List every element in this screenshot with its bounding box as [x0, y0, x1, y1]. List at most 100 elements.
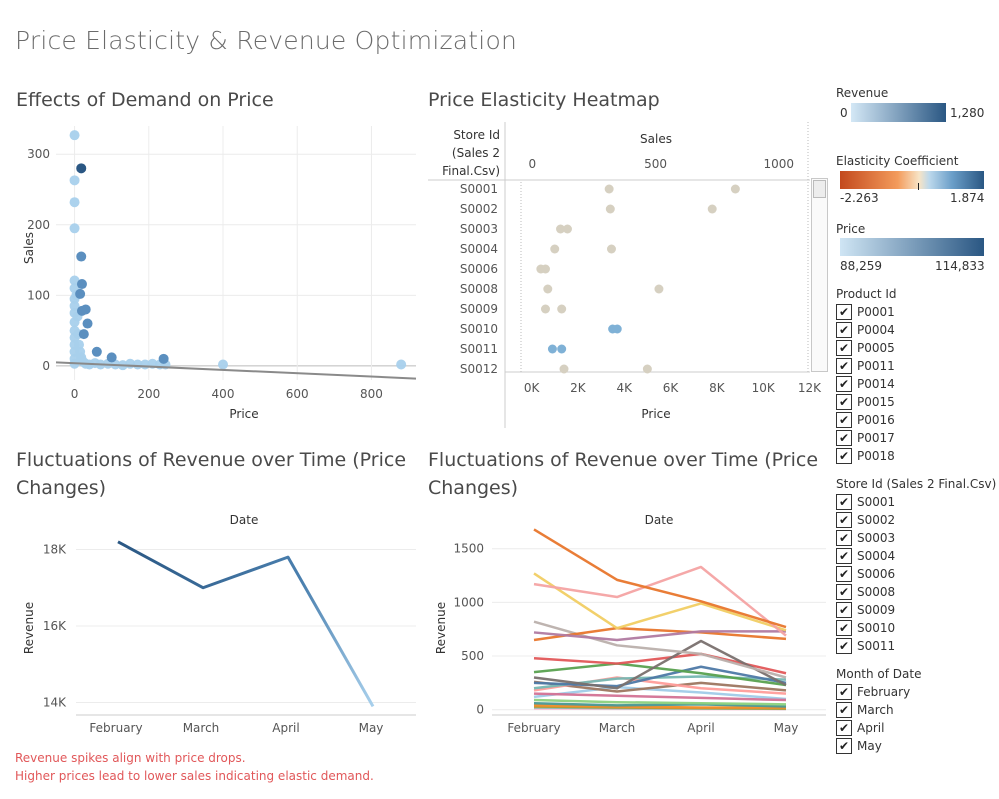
price-legend-title: Price — [836, 222, 866, 236]
revenue-right-series-line — [533, 528, 787, 629]
checkbox-checked-icon[interactable]: ✔ — [836, 684, 852, 700]
scatter-point — [69, 197, 80, 208]
checkbox-checked-icon[interactable]: ✔ — [836, 720, 852, 736]
revenue-right-series-line — [533, 665, 787, 688]
store-filter-label: S0010 — [857, 621, 896, 635]
heatmap-point — [606, 244, 616, 254]
revenue-total-line-chart[interactable]: Date 14K 16K 18K February March April May Rev… — [16, 508, 420, 744]
checkbox-checked-icon[interactable]: ✔ — [836, 340, 852, 356]
heatmap-point — [540, 264, 550, 274]
heatmap-point — [730, 184, 740, 194]
scatter-points — [69, 130, 407, 371]
store-filter-title: Store Id (Sales 2 Final.Csv) — [836, 477, 997, 491]
month-filter-item[interactable]: ✔ April — [836, 719, 910, 737]
checkbox-checked-icon[interactable]: ✔ — [836, 584, 852, 600]
scatter-point — [158, 353, 169, 364]
store-filter-item[interactable]: ✔ S0010 — [836, 619, 895, 637]
heatmap-bottom-tick: 6K — [663, 381, 680, 395]
scatter-x-tick: 400 — [212, 387, 235, 401]
product-filter-list[interactable]: ✔ P0001 ✔ P0004 ✔ P0005 ✔ P0011 ✔ P0014 ✔ P0015 ✔ P00… — [836, 303, 895, 465]
demand-scatter-chart[interactable]: 0 200 400 600 800 0 100 200 300 Price Sales — [16, 118, 420, 430]
revenue-right-title-line1: Fluctuations of Revenue over Time (Price — [428, 449, 819, 471]
heatmap-row-label: S0012 — [460, 362, 498, 376]
store-filter-list[interactable]: ✔ S0001 ✔ S0002 ✔ S0003 ✔ S0004 ✔ S0006 ✔ S0008 ✔ S00… — [836, 493, 895, 655]
checkbox-checked-icon[interactable]: ✔ — [836, 548, 852, 564]
heatmap-point — [605, 204, 615, 214]
revenue-right-x-tick: March — [599, 721, 636, 735]
store-filter-item[interactable]: ✔ S0011 — [836, 637, 895, 655]
checkbox-checked-icon[interactable]: ✔ — [836, 304, 852, 320]
heatmap-point — [604, 184, 614, 194]
checkbox-checked-icon[interactable]: ✔ — [836, 566, 852, 582]
revenue-right-x-tick: May — [774, 721, 799, 735]
checkbox-checked-icon[interactable]: ✔ — [836, 702, 852, 718]
store-filter-item[interactable]: ✔ S0009 — [836, 601, 895, 619]
checkbox-checked-icon[interactable]: ✔ — [836, 448, 852, 464]
checkbox-checked-icon[interactable]: ✔ — [836, 620, 852, 636]
price-legend-gradient — [840, 238, 984, 256]
month-filter-label: April — [857, 721, 885, 735]
month-filter-list[interactable]: ✔ February ✔ March ✔ April ✔ May — [836, 683, 910, 755]
dashboard-title: Price Elasticity & Revenue Optimization — [15, 26, 517, 55]
product-filter-item[interactable]: ✔ P0016 — [836, 411, 895, 429]
product-filter-item[interactable]: ✔ P0011 — [836, 357, 895, 375]
heatmap-bottom-tick: 2K — [570, 381, 587, 395]
product-filter-label: P0004 — [857, 323, 895, 337]
checkbox-checked-icon[interactable]: ✔ — [836, 394, 852, 410]
store-filter-item[interactable]: ✔ S0008 — [836, 583, 895, 601]
product-filter-item[interactable]: ✔ P0015 — [836, 393, 895, 411]
heatmap-point — [540, 304, 550, 314]
store-filter-item[interactable]: ✔ S0006 — [836, 565, 895, 583]
heatmap-top-tick: 0 — [528, 157, 536, 171]
product-filter-item[interactable]: ✔ P0001 — [836, 303, 895, 321]
heatmap-point — [547, 344, 557, 354]
product-filter-item[interactable]: ✔ P0017 — [836, 429, 895, 447]
store-filter-item[interactable]: ✔ S0003 — [836, 529, 895, 547]
checkbox-checked-icon[interactable]: ✔ — [836, 412, 852, 428]
revenue-left-x-tick: May — [359, 721, 384, 735]
checkbox-checked-icon[interactable]: ✔ — [836, 530, 852, 546]
heatmap-point — [654, 284, 664, 294]
store-filter-item[interactable]: ✔ S0001 — [836, 493, 895, 511]
heatmap-scroll-thumb[interactable] — [813, 180, 826, 198]
checkbox-checked-icon[interactable]: ✔ — [836, 376, 852, 392]
checkbox-checked-icon[interactable]: ✔ — [836, 738, 852, 754]
product-filter-label: P0011 — [857, 359, 895, 373]
month-filter-item[interactable]: ✔ May — [836, 737, 910, 755]
product-filter-item[interactable]: ✔ P0005 — [836, 339, 895, 357]
month-filter-item[interactable]: ✔ March — [836, 701, 910, 719]
heatmap-bottom-tick: 12K — [798, 381, 822, 395]
revenue-right-y-ticks: 0 500 1000 1500 — [453, 542, 484, 717]
revenue-right-header: Date — [645, 513, 674, 527]
scatter-x-label: Price — [229, 407, 258, 421]
checkbox-checked-icon[interactable]: ✔ — [836, 358, 852, 374]
elasticity-heatmap-chart[interactable]: Store Id (Sales 2 Final.Csv) Sales 0 500 1… — [428, 118, 828, 430]
product-filter-label: P0005 — [857, 341, 895, 355]
revenue-right-series-line — [533, 639, 787, 690]
heatmap-top-axis-label: Sales — [640, 132, 672, 146]
heatmap-scrollbar[interactable] — [811, 178, 828, 372]
product-filter-item[interactable]: ✔ P0004 — [836, 321, 895, 339]
product-filter-label: P0015 — [857, 395, 895, 409]
month-filter-item[interactable]: ✔ February — [836, 683, 910, 701]
store-filter-item[interactable]: ✔ S0002 — [836, 511, 895, 529]
revenue-right-series-line — [533, 626, 787, 642]
scatter-point — [106, 352, 117, 363]
scatter-point — [69, 175, 80, 186]
checkbox-checked-icon[interactable]: ✔ — [836, 602, 852, 618]
heatmap-title: Price Elasticity Heatmap — [428, 89, 660, 111]
product-filter-item[interactable]: ✔ P0018 — [836, 447, 895, 465]
revenue-right-y-tick: 1500 — [453, 542, 484, 556]
checkbox-checked-icon[interactable]: ✔ — [836, 322, 852, 338]
checkbox-checked-icon[interactable]: ✔ — [836, 430, 852, 446]
revenue-left-title-line2: Changes) — [16, 477, 107, 499]
checkbox-checked-icon[interactable]: ✔ — [836, 494, 852, 510]
store-filter-item[interactable]: ✔ S0004 — [836, 547, 895, 565]
product-filter-item[interactable]: ✔ P0014 — [836, 375, 895, 393]
checkbox-checked-icon[interactable]: ✔ — [836, 512, 852, 528]
heatmap-point — [556, 224, 566, 234]
heatmap-row-label: S0011 — [460, 342, 498, 356]
scatter-x-tick: 0 — [71, 387, 79, 401]
checkbox-checked-icon[interactable]: ✔ — [836, 638, 852, 654]
